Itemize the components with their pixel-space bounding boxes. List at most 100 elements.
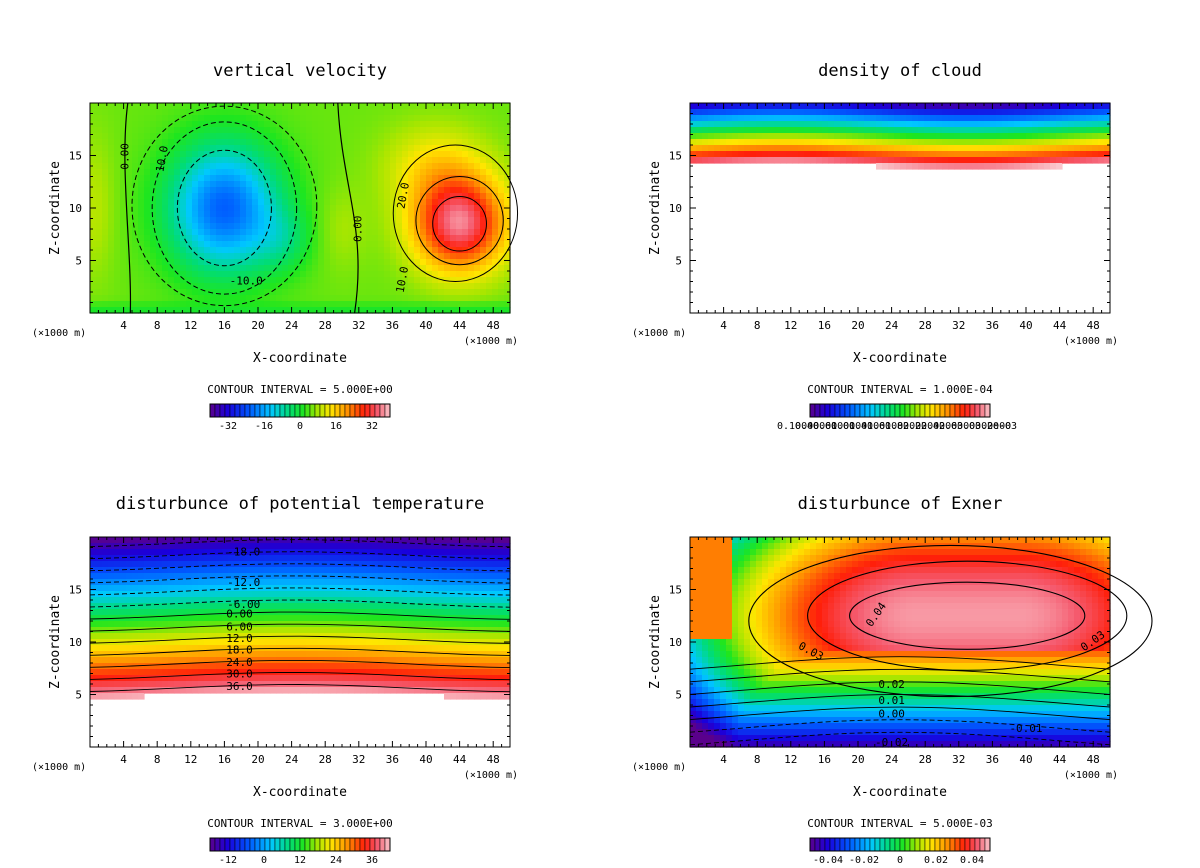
field-cell [174,217,181,224]
field-cell [312,103,319,110]
field-cell [390,579,397,586]
field-cell [234,121,241,128]
field-cell [804,157,811,164]
field-cell [432,217,439,224]
field-cell [1056,151,1063,158]
field-cell [390,307,397,314]
field-cell [216,615,223,622]
field-cell [246,639,253,646]
field-cell [324,175,331,182]
field-cell [354,169,361,176]
field-cell [150,681,157,688]
field-cell [372,241,379,248]
field-cell [486,211,493,218]
field-cell [468,139,475,146]
field-cell [306,603,313,610]
field-cell [828,103,835,110]
field-cell [1080,127,1087,134]
field-cell [696,109,703,116]
field-cell [120,585,127,592]
field-cell [1038,157,1045,164]
field-cell [354,133,361,140]
field-cell [390,229,397,236]
field-cell [372,163,379,170]
field-cell [462,175,469,182]
field-cell [96,597,103,604]
field-cell [480,217,487,224]
field-cell [240,253,247,260]
field-cell [132,597,139,604]
field-cell [378,289,385,296]
x-unit-label: (×1000 m) [464,336,518,347]
colorbar-segment [809,403,816,418]
field-cell [234,633,241,640]
field-cell [894,133,901,140]
field-cell [366,199,373,206]
field-cell [1038,109,1045,116]
field-cell [330,247,337,254]
field-cell [288,247,295,254]
field-cell [192,163,199,170]
field-cell [444,193,451,200]
field-cell [204,139,211,146]
field-cell [378,633,385,640]
field-cell [222,591,229,598]
field-cell [210,615,217,622]
field-cell [504,175,511,182]
field-cell [732,145,739,152]
field-cell [204,217,211,224]
field-cell [360,555,367,562]
field-cell [366,109,373,116]
field-cell [804,121,811,128]
field-cell [204,247,211,254]
field-cell [270,235,277,242]
field-cell [444,169,451,176]
field-cell [468,115,475,122]
field-cell [468,259,475,266]
field-cell [222,543,229,550]
field-cell [408,229,415,236]
field-cell [978,157,985,164]
field-cell [372,579,379,586]
field-cell [342,289,349,296]
y-ticks [90,102,510,314]
field-cell [342,555,349,562]
field-cell [276,229,283,236]
field-cell [186,193,193,200]
field-cell [498,127,505,134]
field-cell [204,669,211,676]
field-cell [312,615,319,622]
field-cell [330,133,337,140]
field-cell [360,585,367,592]
field-cell [132,609,139,616]
field-cell [264,205,271,212]
field-cell [300,549,307,556]
field-cell [390,139,397,146]
field-cell [954,121,961,128]
field-cell [288,217,295,224]
field-cell [354,555,361,562]
field-cell [258,229,265,236]
field-cell [300,163,307,170]
field-cell [222,265,229,272]
field-cell [228,169,235,176]
field-cell [180,121,187,128]
field-cell [426,175,433,182]
field-cell [402,295,409,302]
field-cell [384,301,391,308]
field-cell [246,223,253,230]
field-cell [126,597,133,604]
field-cell [312,627,319,634]
field-cell [192,199,199,206]
field-cell [180,615,187,622]
field-cell [138,283,145,290]
field-cell [744,157,751,164]
field-cell [906,115,913,122]
field-cell [300,199,307,206]
field-cell [186,247,193,254]
field-cell [1014,133,1021,140]
field-cell [162,687,169,694]
field-cell [1008,151,1015,158]
field-cell [300,223,307,230]
field-cell [204,663,211,670]
